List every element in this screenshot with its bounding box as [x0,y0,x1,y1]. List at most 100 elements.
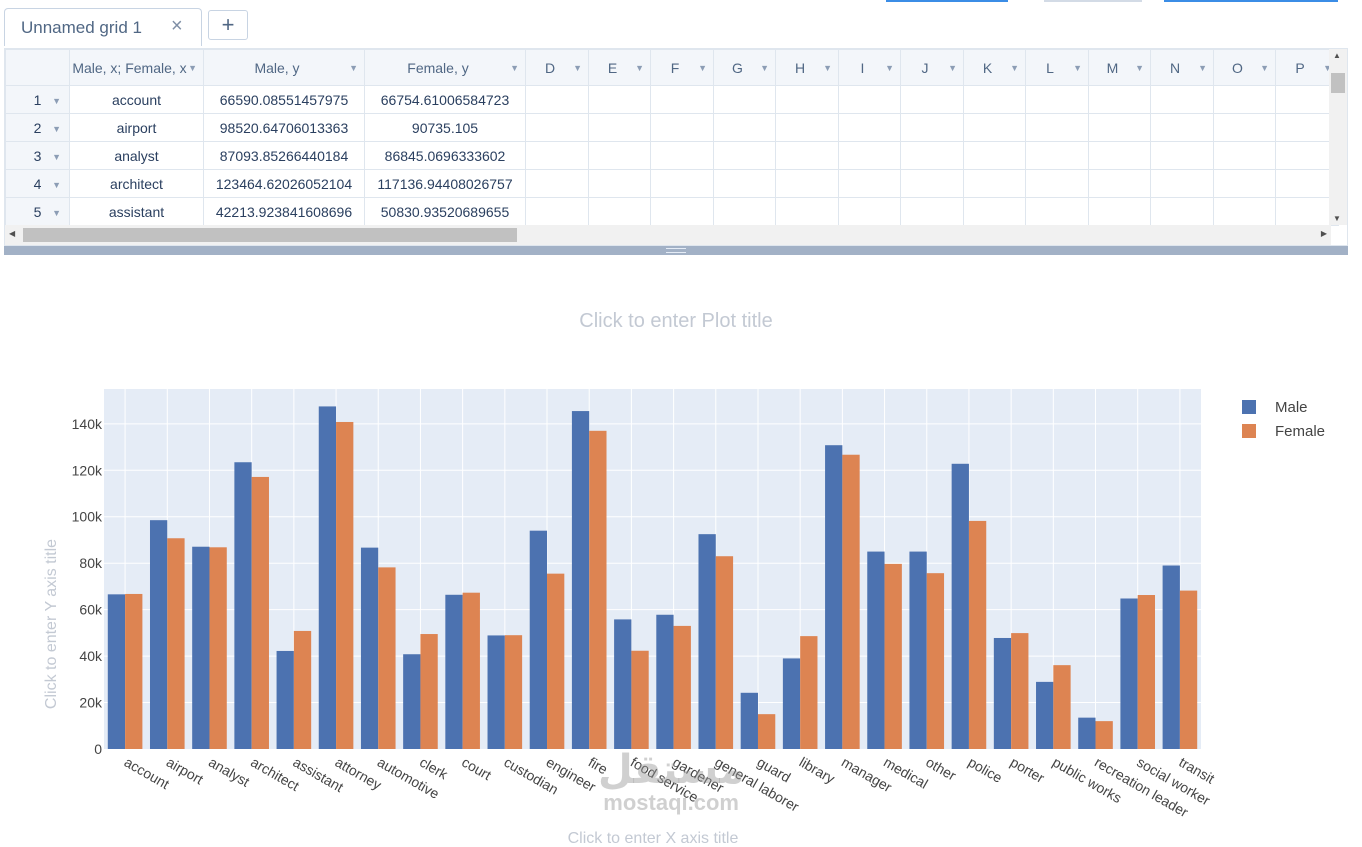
column-menu-icon[interactable]: ▼ [188,63,197,73]
table-cell[interactable] [525,197,589,226]
bar-male[interactable] [571,411,590,749]
table-cell[interactable] [775,113,839,142]
column-header[interactable]: F ▼ [650,49,714,86]
bar-male[interactable] [318,406,337,749]
column-header[interactable]: Male, y ▼ [203,49,365,86]
bar-female[interactable] [251,476,269,749]
bar-female[interactable] [504,635,523,749]
table-cell[interactable] [713,169,776,198]
column-header[interactable]: E ▼ [588,49,651,86]
scroll-thumb[interactable] [23,228,517,242]
legend-label-female[interactable]: Female [1275,423,1325,440]
column-menu-icon[interactable]: ▼ [823,63,832,73]
row-number[interactable]: 3 ▼ [5,141,70,170]
table-cell[interactable] [1213,85,1276,114]
table-cell[interactable] [1213,141,1276,170]
scroll-up-icon[interactable]: ▲ [1333,51,1341,60]
table-cell[interactable] [775,141,839,170]
table-cell[interactable] [1088,113,1151,142]
column-menu-icon[interactable]: ▼ [1010,63,1019,73]
bar-male[interactable] [192,546,210,749]
table-cell[interactable] [1150,197,1214,226]
bar-female[interactable] [1179,590,1198,749]
bar-male[interactable] [1078,717,1096,749]
bar-male[interactable] [951,463,969,749]
table-cell[interactable] [775,197,839,226]
column-menu-icon[interactable]: ▼ [573,63,582,73]
bar-female[interactable] [420,634,438,749]
table-cell[interactable] [650,141,714,170]
table-cell[interactable]: 87093.85266440184 [203,141,365,170]
table-cell[interactable] [1088,197,1151,226]
table-cell[interactable] [838,169,901,198]
table-cell[interactable] [713,141,776,170]
table-cell[interactable] [1025,85,1089,114]
table-cell[interactable] [1025,141,1089,170]
table-cell[interactable] [1150,169,1214,198]
column-header[interactable]: I ▼ [838,49,901,86]
plot-title-placeholder[interactable]: Click to enter Plot title [579,310,772,332]
column-menu-icon[interactable]: ▼ [1323,63,1332,73]
add-tab-button[interactable]: + [208,10,248,40]
table-cell[interactable] [650,113,714,142]
table-cell[interactable] [1150,113,1214,142]
table-cell[interactable] [650,197,714,226]
row-number[interactable]: 1 ▼ [5,85,70,114]
table-cell[interactable] [1025,197,1089,226]
table-cell[interactable] [713,85,776,114]
column-header[interactable]: Male, x; Female, x ▼ [69,49,204,86]
bar-female[interactable] [968,520,987,749]
bar-female[interactable] [378,567,396,749]
table-cell[interactable] [588,113,651,142]
toolbar-button-2[interactable] [1044,0,1142,2]
legend-label-male[interactable]: Male [1275,399,1308,416]
row-number[interactable]: 4 ▼ [5,169,70,198]
column-menu-icon[interactable]: ▼ [760,63,769,73]
bar-female[interactable] [547,573,565,749]
bar-male[interactable] [782,658,801,749]
row-menu-icon[interactable]: ▼ [52,208,61,218]
column-menu-icon[interactable]: ▼ [635,63,644,73]
bar-male[interactable] [909,551,927,749]
table-cell[interactable] [900,141,964,170]
bar-male[interactable] [234,462,252,749]
table-cell[interactable] [963,113,1026,142]
table-cell[interactable] [713,197,776,226]
table-cell[interactable] [838,141,901,170]
bar-female[interactable] [1137,595,1156,749]
bar-female[interactable] [715,556,734,749]
bar-female[interactable] [884,563,902,749]
scroll-left-icon[interactable]: ◀ [9,229,16,238]
bar-female[interactable] [1011,633,1029,749]
y-axis-title-placeholder[interactable]: Click to enter Y axis title [43,539,60,709]
table-cell[interactable] [588,197,651,226]
column-header[interactable]: J ▼ [900,49,964,86]
column-header[interactable]: K ▼ [963,49,1026,86]
column-header[interactable]: D ▼ [525,49,589,86]
row-number[interactable]: 2 ▼ [5,113,70,142]
bar-female[interactable] [673,625,691,749]
table-cell[interactable] [838,113,901,142]
table-cell[interactable]: 90735.105 [364,113,526,142]
column-header[interactable]: P ▼ [1275,49,1339,86]
table-cell[interactable] [1025,113,1089,142]
table-cell[interactable]: 66754.61006584723 [364,85,526,114]
bar-female[interactable] [462,592,480,749]
table-cell[interactable]: analyst [69,141,204,170]
table-cell[interactable] [838,197,901,226]
column-header[interactable]: H ▼ [775,49,839,86]
bar-male[interactable] [445,594,463,749]
bar-male[interactable] [698,534,716,749]
bar-male[interactable] [1120,598,1138,749]
table-cell[interactable] [525,141,589,170]
table-cell[interactable] [650,85,714,114]
table-cell[interactable] [1150,85,1214,114]
table-cell[interactable] [1213,169,1276,198]
table-cell[interactable] [588,85,651,114]
table-cell[interactable] [525,85,589,114]
legend-swatch-male[interactable] [1242,400,1256,414]
bar-male[interactable] [360,547,379,749]
bar-female[interactable] [336,421,354,749]
table-cell[interactable]: assistant [69,197,204,226]
column-menu-icon[interactable]: ▼ [510,63,519,73]
